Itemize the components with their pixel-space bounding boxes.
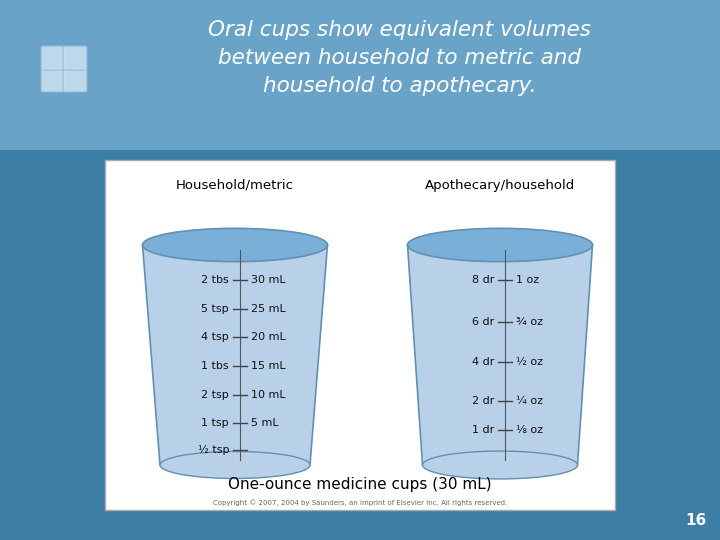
Text: Oral cups show equivalent volumes: Oral cups show equivalent volumes [209, 20, 592, 40]
Text: ¼ oz: ¼ oz [516, 396, 543, 406]
FancyBboxPatch shape [63, 46, 87, 70]
Text: 15 mL: 15 mL [251, 361, 286, 371]
Text: Household/metric: Household/metric [176, 179, 294, 192]
Text: 5 tsp: 5 tsp [202, 304, 229, 314]
Text: ¾ oz: ¾ oz [516, 317, 543, 327]
Text: 1 dr: 1 dr [472, 425, 494, 435]
Bar [0, 0, 720, 150]
Polygon shape [143, 245, 328, 465]
Text: 10 mL: 10 mL [251, 389, 286, 400]
Text: 4 tsp: 4 tsp [202, 333, 229, 342]
Text: 25 mL: 25 mL [251, 304, 286, 314]
Bar [105, 160, 615, 510]
Text: ⅛ oz: ⅛ oz [516, 425, 543, 435]
Text: One-ounce medicine cups (30 mL): One-ounce medicine cups (30 mL) [228, 477, 492, 492]
Polygon shape [408, 245, 593, 465]
Ellipse shape [408, 228, 593, 262]
Text: ½ oz: ½ oz [516, 356, 543, 367]
FancyBboxPatch shape [41, 68, 65, 92]
Text: 8 dr: 8 dr [472, 275, 494, 285]
Text: 20 mL: 20 mL [251, 333, 286, 342]
Text: 1 tsp: 1 tsp [202, 418, 229, 428]
Text: 16: 16 [685, 513, 707, 528]
Text: Apothecary/household: Apothecary/household [425, 179, 575, 192]
Text: 5 mL: 5 mL [251, 418, 279, 428]
Text: 2 dr: 2 dr [472, 396, 494, 406]
Text: 1 tbs: 1 tbs [202, 361, 229, 371]
Text: 4 dr: 4 dr [472, 356, 494, 367]
Ellipse shape [423, 451, 577, 479]
Text: 30 mL: 30 mL [251, 275, 286, 285]
FancyBboxPatch shape [41, 46, 65, 70]
Text: 2 tsp: 2 tsp [202, 389, 229, 400]
Text: 6 dr: 6 dr [472, 317, 494, 327]
Text: ½ tsp: ½ tsp [197, 444, 229, 455]
Ellipse shape [143, 228, 328, 262]
Text: 1 oz: 1 oz [516, 275, 539, 285]
FancyBboxPatch shape [63, 68, 87, 92]
Text: household to apothecary.: household to apothecary. [264, 76, 536, 96]
Text: between household to metric and: between household to metric and [218, 48, 582, 68]
Text: Copyright © 2007, 2004 by Saunders, an imprint of Elsevier Inc. All rights reser: Copyright © 2007, 2004 by Saunders, an i… [213, 500, 507, 507]
Text: 2 tbs: 2 tbs [202, 275, 229, 285]
Ellipse shape [160, 451, 310, 478]
